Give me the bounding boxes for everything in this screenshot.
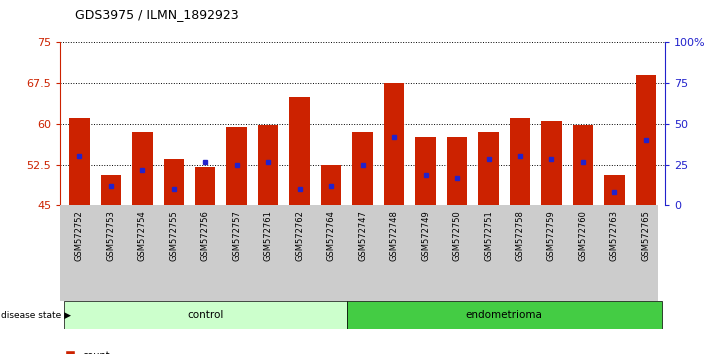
Bar — [353, 132, 373, 205]
Bar — [636, 75, 656, 205]
Text: GSM572753: GSM572753 — [107, 210, 115, 261]
Bar — [321, 165, 341, 205]
Bar — [415, 137, 436, 205]
Bar — [195, 167, 215, 205]
Text: GSM572759: GSM572759 — [547, 210, 556, 261]
Text: GSM572754: GSM572754 — [138, 210, 146, 261]
Text: GDS3975 / ILMN_1892923: GDS3975 / ILMN_1892923 — [75, 8, 238, 21]
Text: GSM572758: GSM572758 — [515, 210, 525, 261]
Text: endometrioma: endometrioma — [466, 310, 542, 320]
Bar — [447, 137, 467, 205]
Text: GSM572748: GSM572748 — [390, 210, 399, 261]
Text: GSM572760: GSM572760 — [579, 210, 587, 261]
Text: GSM572764: GSM572764 — [326, 210, 336, 261]
Bar — [573, 125, 593, 205]
Bar — [63, 301, 347, 329]
Text: GSM572761: GSM572761 — [264, 210, 273, 261]
Text: GSM572762: GSM572762 — [295, 210, 304, 261]
Text: GSM572755: GSM572755 — [169, 210, 178, 261]
Bar — [347, 301, 662, 329]
Text: GSM572752: GSM572752 — [75, 210, 84, 261]
Bar — [132, 132, 152, 205]
Text: disease state ▶: disease state ▶ — [1, 310, 70, 320]
Bar — [510, 119, 530, 205]
Text: GSM572757: GSM572757 — [232, 210, 241, 261]
Text: GSM572765: GSM572765 — [641, 210, 651, 261]
Text: control: control — [187, 310, 223, 320]
Bar — [541, 121, 562, 205]
Legend: count, percentile rank within the sample: count, percentile rank within the sample — [65, 351, 248, 354]
Bar — [227, 127, 247, 205]
Bar — [604, 176, 625, 205]
Bar — [258, 125, 279, 205]
Text: GSM572751: GSM572751 — [484, 210, 493, 261]
Text: GSM572763: GSM572763 — [610, 210, 619, 261]
Text: GSM572750: GSM572750 — [452, 210, 461, 261]
Bar — [384, 83, 405, 205]
Text: GSM572747: GSM572747 — [358, 210, 367, 261]
Text: GSM572756: GSM572756 — [201, 210, 210, 261]
Bar — [479, 132, 498, 205]
Bar — [289, 97, 310, 205]
Bar — [164, 159, 184, 205]
Text: GSM572749: GSM572749 — [421, 210, 430, 261]
Bar — [69, 119, 90, 205]
Bar — [100, 176, 121, 205]
